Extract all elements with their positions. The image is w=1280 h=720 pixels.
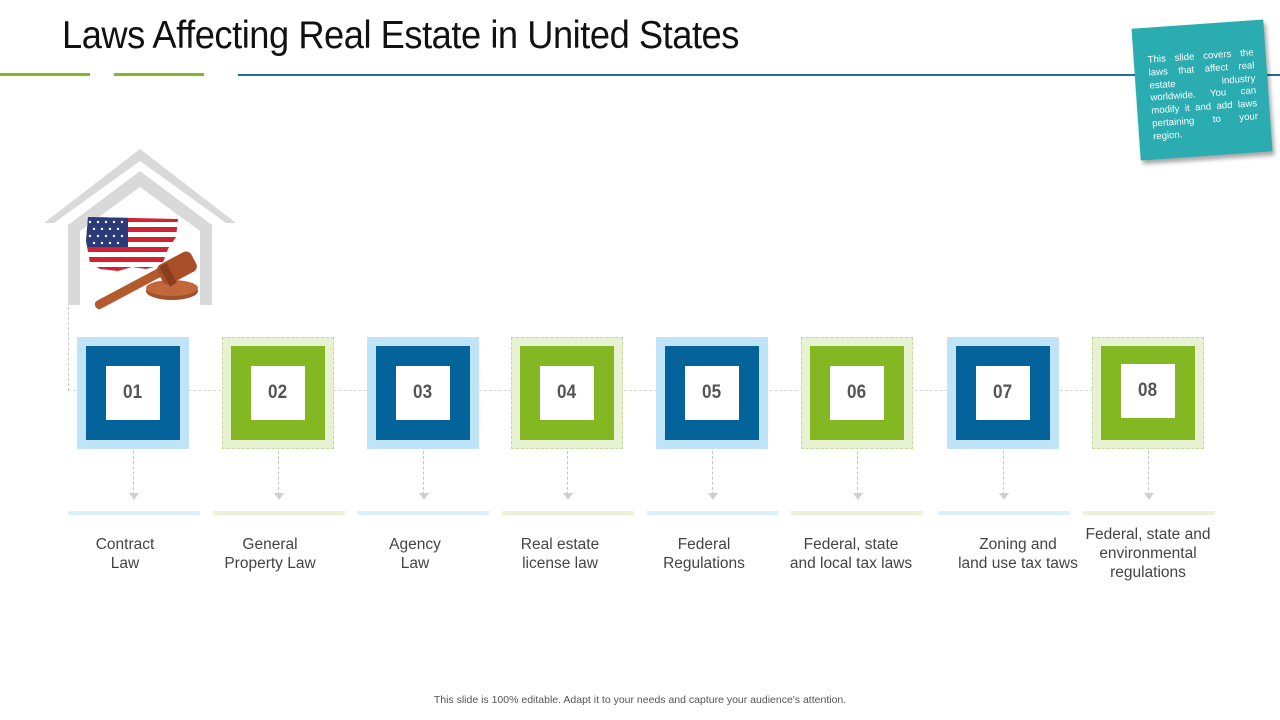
title-rule-green-left — [0, 73, 90, 76]
step-02-label: General Property Law — [224, 536, 316, 572]
step-number: 01 — [106, 366, 160, 420]
down-arrow-icon — [273, 451, 285, 501]
step-number: 05 — [685, 366, 739, 420]
down-arrow-icon — [1143, 451, 1155, 501]
sticky-note: This slide covers the laws that affect r… — [1131, 19, 1273, 161]
label-bar — [502, 511, 634, 515]
step-07-box: 07 — [947, 337, 1059, 449]
step-03-box: 03 — [367, 337, 479, 449]
label-bar — [1083, 511, 1215, 515]
label-bar — [791, 511, 923, 515]
down-arrow-icon — [707, 451, 719, 501]
step-03-label: Agency Law — [389, 536, 441, 572]
us-flag-map-icon — [86, 217, 178, 271]
slide-title: Laws Affecting Real Estate in United Sta… — [62, 14, 739, 57]
step-08-box: 08 — [1092, 337, 1204, 449]
down-arrow-icon — [998, 451, 1010, 501]
down-arrow-icon — [128, 451, 140, 501]
label-bar — [647, 511, 779, 515]
step-04-label: Real estate license law — [520, 536, 600, 572]
label-bar — [68, 511, 200, 515]
step-06-label: Federal, state and local tax laws — [789, 536, 913, 572]
step-number: 06 — [830, 366, 884, 420]
step-02-box: 02 — [222, 337, 334, 449]
down-arrow-icon — [852, 451, 864, 501]
house-flag-gavel-icon — [44, 149, 236, 310]
step-06-box: 06 — [801, 337, 913, 449]
title-rule-green-right — [114, 73, 204, 76]
step-number: 02 — [251, 366, 305, 420]
house-connector-line — [68, 307, 69, 391]
step-07-label: Zoning and land use tax taws — [958, 536, 1078, 572]
step-number: 08 — [1121, 364, 1175, 418]
down-arrow-icon — [562, 451, 574, 501]
step-04-box: 04 — [511, 337, 623, 449]
step-01-label: Contract Law — [95, 536, 155, 572]
step-05-label: Federal Regulations — [663, 536, 745, 572]
title-rule-blue — [238, 74, 1280, 76]
step-number: 07 — [976, 366, 1030, 420]
step-number: 04 — [540, 366, 594, 420]
label-bar — [213, 511, 345, 515]
step-08-label: Federal, state and environmental regulatio… — [1085, 526, 1211, 581]
footer-note: This slide is 100% editable. Adapt it to… — [433, 694, 847, 706]
step-01-box: 01 — [77, 337, 189, 449]
gavel-icon — [94, 251, 198, 310]
down-arrow-icon — [418, 451, 430, 501]
step-number: 03 — [396, 366, 450, 420]
label-bar — [357, 511, 489, 515]
label-bar — [938, 511, 1070, 515]
step-05-box: 05 — [656, 337, 768, 449]
